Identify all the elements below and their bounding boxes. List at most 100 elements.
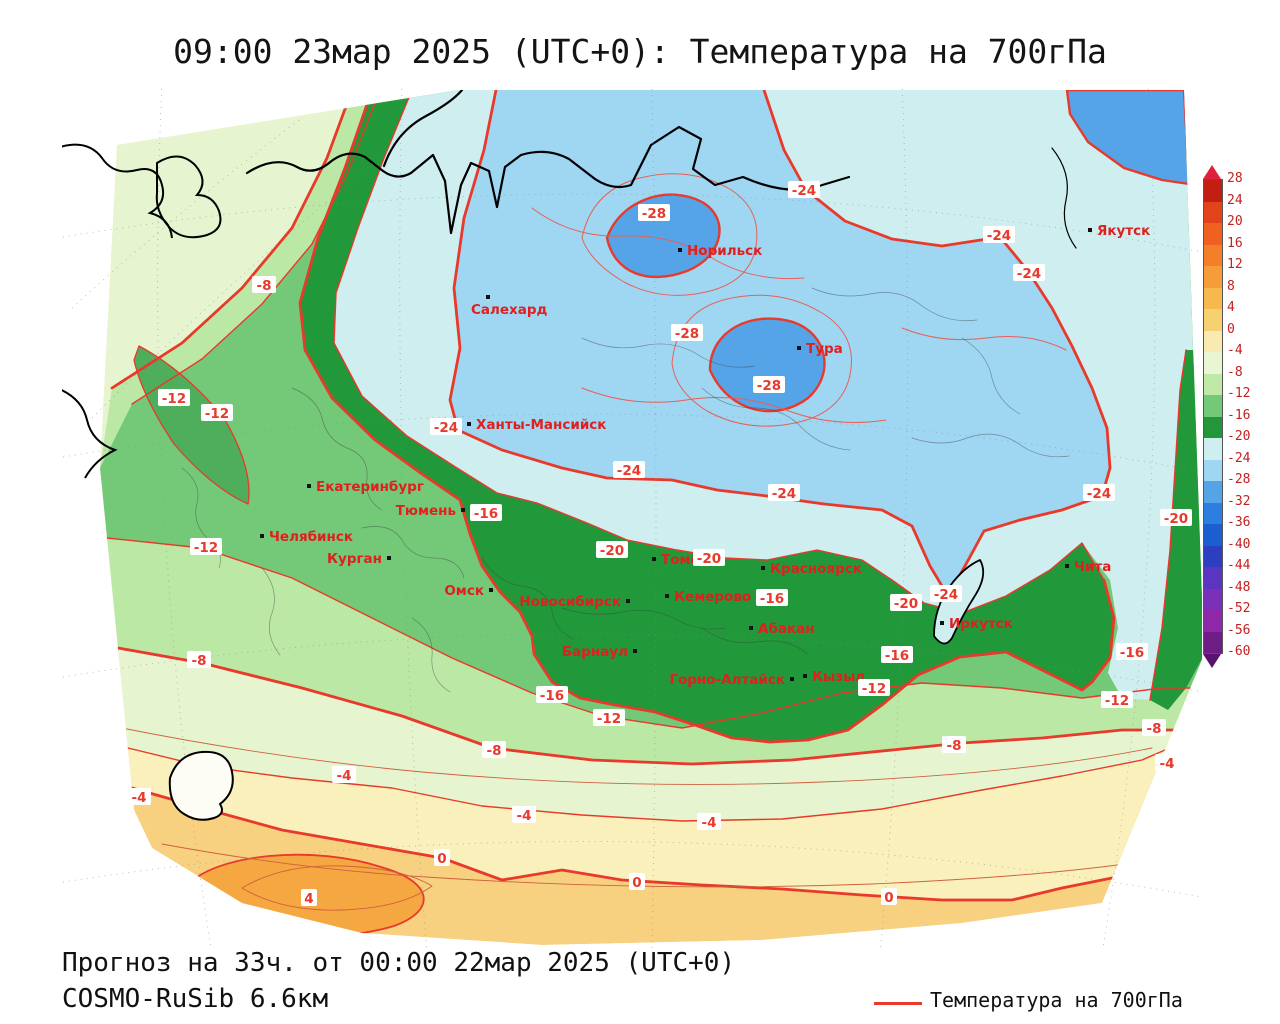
isotherm-label-value: -28: [757, 378, 781, 394]
isotherm-minor: [241, 865, 433, 911]
isotherm-label-value: -24: [792, 183, 816, 199]
isotherm-label: -16: [1116, 643, 1148, 661]
city-label: Тюмень: [396, 503, 456, 519]
isotherm-label-value: -12: [162, 391, 186, 407]
city-marker: Красноярск: [761, 561, 862, 577]
isotherm-label-value: -16: [1120, 645, 1144, 661]
isotherm-label-value: -4: [1160, 756, 1175, 772]
isotherm-label-value: -4: [132, 790, 147, 806]
colorbar-cell: [1204, 395, 1222, 417]
isotherm-label-value: 0: [632, 875, 641, 891]
colorbar-cell: [1204, 481, 1222, 503]
band-minus28-tura: [708, 317, 826, 413]
colorbar-tick-label: -16: [1227, 407, 1251, 423]
isotherm-label: -24: [430, 418, 462, 436]
isotherm-label-value: -28: [642, 206, 666, 222]
city-label: Омск: [444, 583, 484, 599]
isotherm-label: 0: [881, 888, 897, 906]
isotherm-label: -20: [890, 594, 922, 612]
city-marker: Омск: [444, 583, 493, 599]
city-marker: Кызыл: [803, 669, 865, 685]
colorbar-cell: [1204, 610, 1222, 632]
isotherm-label-value: -8: [192, 653, 207, 669]
model-info: COSMO-RuSib 6.6км: [62, 984, 329, 1014]
city-marker: Екатеринбург: [307, 479, 424, 495]
isotherm-label: -4: [127, 788, 151, 806]
colorbar-tick-label: 12: [1227, 257, 1243, 272]
isotherm-label: -8: [187, 651, 211, 669]
colorbar-cell: [1204, 266, 1222, 288]
colorbar-cell: [1204, 416, 1222, 438]
coastline: [245, 90, 1077, 249]
isotherm-label: -20: [596, 541, 628, 559]
city-label: Чита: [1074, 559, 1111, 575]
colorbar-tick-label: -32: [1227, 493, 1251, 509]
colorbar: 28 24 20 16 12 8 4 0 -4 -8 -12 -16 -20 -24 -28 -32 -36 -4…: [1203, 165, 1263, 668]
isotherm-label-value: -16: [474, 506, 498, 522]
city-label: Кемерово: [674, 589, 751, 605]
scandinavia-coast: [56, 143, 173, 239]
isotherm-label-value: -8: [1147, 721, 1162, 737]
city-marker: Барнаул: [562, 644, 637, 660]
colorbar-cell: [1204, 588, 1222, 610]
city-label: Красноярск: [770, 561, 862, 577]
isotherm-minor: [531, 207, 805, 280]
city-marker: Абакан: [749, 621, 815, 637]
city-label: Салехард: [471, 302, 548, 318]
city-marker: Ханты-Мансийск: [467, 417, 606, 433]
colorbar-tick-label: 24: [1227, 192, 1243, 208]
colorbar-tick-label: -24: [1227, 450, 1251, 466]
colorbar-tick-label: -20: [1227, 429, 1251, 444]
legend-line-sample: [874, 1002, 922, 1005]
colorbar-cell: [1204, 567, 1222, 589]
isotherm-label: -16: [881, 646, 913, 664]
isotherm-label: 0: [434, 849, 450, 867]
isotherm-label-value: -8: [487, 743, 502, 759]
isotherm-label: -16: [470, 504, 502, 522]
isotherm-label-value: -12: [205, 406, 229, 422]
city-marker: Норильск: [678, 243, 762, 259]
city-marker: Челябинск: [260, 529, 353, 545]
colorbar-tick-label: 4: [1227, 300, 1235, 315]
colorbar-arrow-bottom-icon: [1203, 654, 1221, 668]
isotherm-label: -12: [158, 389, 190, 407]
colorbar-tick-label: -60: [1227, 644, 1251, 659]
isotherm-label-value: -20: [894, 596, 918, 612]
isotherm-label-value: -4: [337, 768, 352, 784]
colorbar-tick-label: 8: [1227, 278, 1235, 294]
city-label: Горно-Алтайск: [669, 672, 785, 688]
isotherm-minus12-south: [106, 537, 1191, 729]
city-marker: Салехард: [471, 295, 548, 318]
isotherm-label: 4: [301, 889, 317, 907]
isotherm-label-value: -8: [947, 738, 962, 754]
forecast-info: Прогноз на 33ч. от 00:00 22мар 2025 (UTC…: [62, 948, 736, 978]
isotherm-minus4: [127, 747, 1166, 822]
isotherm-label-value: -20: [697, 551, 721, 567]
colorbar-cell: [1204, 502, 1222, 524]
isotherm-minus16: [298, 90, 1116, 744]
isotherm-label-value: -12: [862, 681, 886, 697]
city-marker: Чита: [1065, 559, 1111, 575]
isotherm-label: -24: [983, 226, 1015, 244]
city-label: Тура: [806, 341, 843, 357]
map-svg: Норильск Якутск Салехард Тура Ханты-Мансийск…: [56, 82, 1208, 955]
colorbar-tick-label: 16: [1227, 235, 1243, 251]
isotherm-label-value: -4: [517, 808, 532, 824]
isotherm-minor: [581, 387, 887, 423]
colorbar-cell: [1204, 524, 1222, 546]
isotherm-label-value: 0: [437, 851, 446, 867]
isotherm-label: -8: [482, 741, 506, 759]
colorbar-cell: [1204, 352, 1222, 374]
isotherm-label-value: -24: [934, 587, 958, 603]
isotherm-label-value: -24: [987, 228, 1011, 244]
isotherm-label-value: -28: [675, 326, 699, 342]
city-marker: Тура: [797, 341, 843, 357]
isotherm-label: -28: [671, 324, 703, 342]
isotherm-label: -4: [1155, 754, 1179, 772]
isotherm-minus8-south: [116, 646, 1175, 766]
city-label: Челябинск: [269, 529, 353, 545]
city-label: Абакан: [758, 621, 815, 637]
page-title: 09:00 23мар 2025 (UTC+0): Температура на…: [173, 32, 1107, 71]
colorbar-tick-label: -40: [1227, 536, 1251, 552]
isotherm-label: -28: [753, 376, 785, 394]
